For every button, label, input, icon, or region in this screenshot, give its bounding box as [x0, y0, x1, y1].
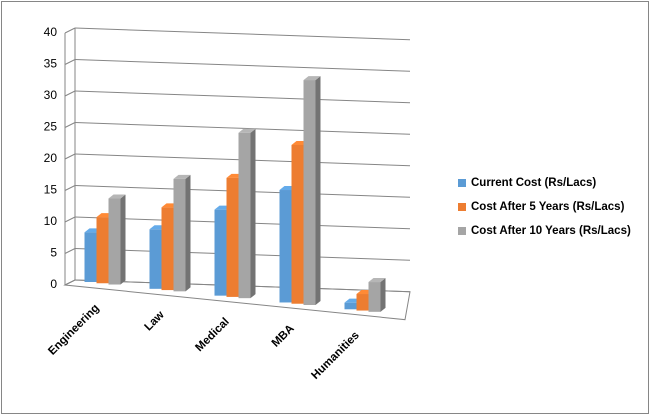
bar-top — [108, 194, 126, 199]
tick-mark — [64, 248, 76, 254]
y-tick-label: 20 — [44, 151, 58, 165]
legend-swatch — [458, 203, 466, 211]
bar — [279, 190, 292, 303]
bar — [161, 207, 174, 291]
bar — [149, 229, 162, 289]
bar-top — [238, 128, 256, 133]
bar-top — [368, 278, 386, 283]
bar — [368, 282, 381, 312]
y-tick-label: 10 — [44, 214, 58, 228]
tick-mark — [64, 216, 76, 223]
floor — [63, 279, 411, 321]
bar — [303, 80, 316, 305]
tick-mark — [64, 90, 76, 97]
bar-side — [380, 278, 386, 312]
y-tick-label: 30 — [44, 88, 58, 102]
bar — [356, 294, 369, 311]
grid-line — [74, 59, 411, 72]
tick-mark — [64, 153, 76, 160]
bar — [214, 209, 227, 296]
bar-side — [250, 128, 256, 299]
bar-top — [173, 174, 191, 179]
bar — [108, 198, 121, 285]
bar-side — [120, 194, 126, 285]
y-tick-label: 15 — [44, 183, 58, 197]
grid-line — [74, 90, 411, 104]
bar — [344, 302, 357, 310]
bar — [238, 132, 251, 299]
legend-swatch — [458, 179, 466, 187]
tick-mark — [64, 185, 76, 191]
grid-line — [74, 122, 411, 135]
bar — [84, 232, 97, 282]
bar-top — [303, 76, 321, 81]
y-tick-label: 40 — [44, 25, 58, 39]
y-tick-label: 0 — [50, 277, 57, 291]
y-tick-label: 5 — [50, 246, 57, 260]
legend-label: Cost After 10 Years (Rs/Lacs) — [471, 225, 631, 237]
bar-side — [185, 174, 191, 292]
y-tick-label: 25 — [44, 120, 58, 134]
legend-label: Current Cost (Rs/Lacs) — [471, 177, 596, 189]
bar — [96, 217, 109, 284]
y-tick-label: 35 — [44, 57, 58, 71]
legend-label: Cost After 5 Years (Rs/Lacs) — [471, 201, 625, 213]
bar — [226, 177, 239, 297]
bar — [173, 178, 186, 292]
bar-side — [315, 76, 321, 305]
tick-mark — [64, 59, 76, 65]
tick-mark — [64, 27, 76, 34]
tick-mark — [64, 122, 76, 128]
grid-line — [74, 27, 411, 41]
bar — [291, 144, 304, 304]
legend-swatch — [458, 227, 466, 235]
